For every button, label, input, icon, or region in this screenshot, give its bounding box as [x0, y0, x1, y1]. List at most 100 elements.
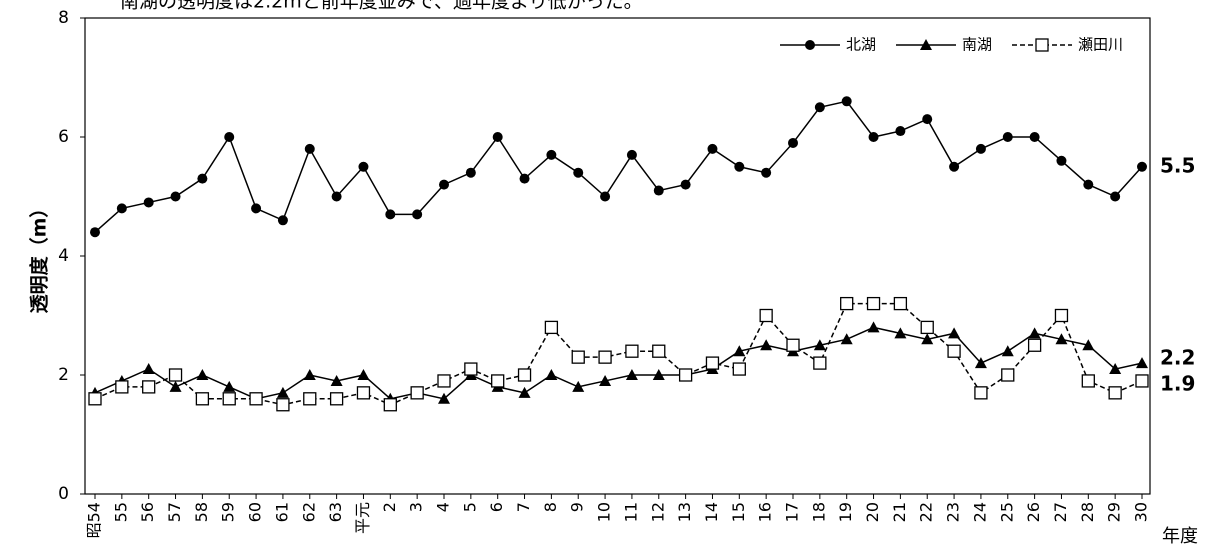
marker: [788, 137, 798, 148]
x-tick-label: 8: [541, 502, 560, 512]
series-line: [94, 326, 1143, 400]
marker: [329, 392, 344, 406]
x-tick-label: 11: [621, 502, 640, 522]
x-tick-label: 27: [1051, 502, 1070, 522]
marker: [276, 386, 289, 398]
y-tick-label: 0: [58, 484, 69, 504]
marker: [760, 339, 773, 351]
marker: [599, 374, 612, 386]
x-tick-label: 9: [568, 502, 587, 512]
marker: [1054, 308, 1069, 323]
x-tick-label: 63: [326, 502, 345, 522]
marker: [1035, 38, 1049, 52]
marker: [895, 126, 906, 137]
marker: [761, 167, 772, 178]
marker: [115, 380, 129, 394]
marker: [249, 392, 263, 406]
marker: [1109, 363, 1122, 375]
x-tick-label: 57: [165, 502, 184, 522]
marker: [356, 386, 371, 400]
marker: [412, 209, 423, 220]
marker: [734, 161, 745, 172]
marker: [1027, 338, 1042, 352]
x-tick-label: 12: [648, 502, 667, 522]
marker: [168, 368, 183, 382]
marker: [224, 132, 235, 142]
marker: [331, 191, 342, 202]
x-tick-label: 59: [219, 502, 238, 522]
marker: [1001, 345, 1014, 357]
marker: [358, 161, 369, 172]
marker: [975, 143, 986, 154]
marker: [1108, 386, 1122, 400]
marker: [625, 369, 638, 380]
x-tick-label: 平元: [353, 502, 372, 534]
marker: [894, 327, 907, 339]
x-tick-label: 18: [809, 502, 828, 522]
marker: [866, 296, 881, 311]
marker: [759, 308, 773, 323]
marker: [571, 350, 585, 364]
marker: [143, 197, 154, 208]
marker: [518, 386, 531, 398]
plot-frame: [84, 17, 1151, 495]
marker: [90, 227, 100, 238]
y-tick-label: 8: [58, 8, 69, 28]
marker: [920, 39, 932, 50]
marker: [169, 380, 182, 392]
marker: [546, 149, 557, 160]
end-value-label: 1.9: [1160, 371, 1195, 395]
marker: [920, 320, 934, 335]
marker: [707, 143, 718, 154]
marker: [625, 344, 639, 358]
y-axis-label: 透明度（m）: [28, 199, 51, 314]
series-line: [94, 302, 1143, 406]
x-tick-label: 14: [702, 502, 721, 522]
marker: [1110, 191, 1121, 202]
marker: [974, 386, 988, 400]
marker: [893, 296, 908, 311]
marker: [1029, 132, 1040, 142]
x-tick-label: 26: [1024, 502, 1043, 522]
x-tick-label: 22: [917, 502, 936, 522]
y-tick-label: 2: [58, 365, 69, 385]
marker: [304, 143, 315, 154]
x-tick-label: 17: [783, 502, 802, 522]
marker: [170, 191, 181, 202]
marker: [572, 380, 585, 392]
x-tick-label: 16: [756, 502, 775, 522]
marker: [517, 368, 532, 382]
marker: [1056, 155, 1067, 166]
marker: [303, 392, 317, 406]
x-tick-label: 23: [944, 502, 963, 522]
legend-label: 瀬田川: [1078, 36, 1123, 54]
marker: [680, 179, 691, 190]
end-value-label: 5.5: [1160, 153, 1195, 177]
x-tick-label: 13: [675, 502, 694, 522]
marker: [142, 380, 156, 394]
marker: [465, 167, 476, 178]
x-tick-label: 62: [299, 502, 318, 522]
marker: [195, 392, 210, 406]
marker: [814, 102, 825, 113]
x-tick-label: 30: [1132, 502, 1151, 522]
marker: [813, 339, 826, 351]
x-tick-label: 55: [111, 502, 130, 522]
marker: [545, 369, 558, 380]
x-tick-label: 4: [434, 502, 453, 512]
marker: [626, 149, 637, 160]
marker: [653, 185, 664, 196]
marker: [519, 173, 530, 184]
x-tick-label: 25: [997, 502, 1016, 522]
marker: [357, 369, 370, 380]
marker: [88, 392, 102, 406]
marker: [652, 369, 665, 380]
marker: [733, 345, 746, 357]
marker: [1081, 374, 1095, 388]
x-tick-label: 昭54: [85, 502, 104, 538]
x-axis-label: 年度: [1162, 526, 1198, 547]
marker: [1136, 357, 1148, 369]
marker: [251, 203, 262, 214]
marker: [921, 333, 934, 345]
